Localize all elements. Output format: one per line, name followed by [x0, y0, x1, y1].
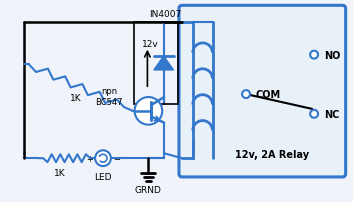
Text: IN4007: IN4007 — [150, 10, 182, 19]
Text: 12v, 2A Relay: 12v, 2A Relay — [235, 149, 309, 159]
Bar — [133, 23, 178, 104]
Text: LED: LED — [94, 172, 112, 181]
Text: NO: NO — [324, 50, 340, 60]
Circle shape — [242, 91, 250, 99]
FancyBboxPatch shape — [179, 6, 346, 177]
Circle shape — [310, 110, 318, 118]
Polygon shape — [154, 57, 174, 70]
Text: 1K: 1K — [54, 168, 65, 177]
Text: +: + — [86, 154, 93, 163]
Circle shape — [310, 52, 318, 59]
Circle shape — [95, 150, 111, 166]
Circle shape — [134, 98, 162, 125]
Text: 12v: 12v — [142, 40, 158, 49]
Text: −: − — [113, 154, 120, 163]
Text: GRND: GRND — [135, 185, 162, 194]
Text: NC: NC — [324, 109, 339, 119]
Text: npn
BC547: npn BC547 — [95, 87, 123, 106]
Text: COM: COM — [256, 90, 281, 100]
Text: 1K: 1K — [70, 94, 82, 103]
